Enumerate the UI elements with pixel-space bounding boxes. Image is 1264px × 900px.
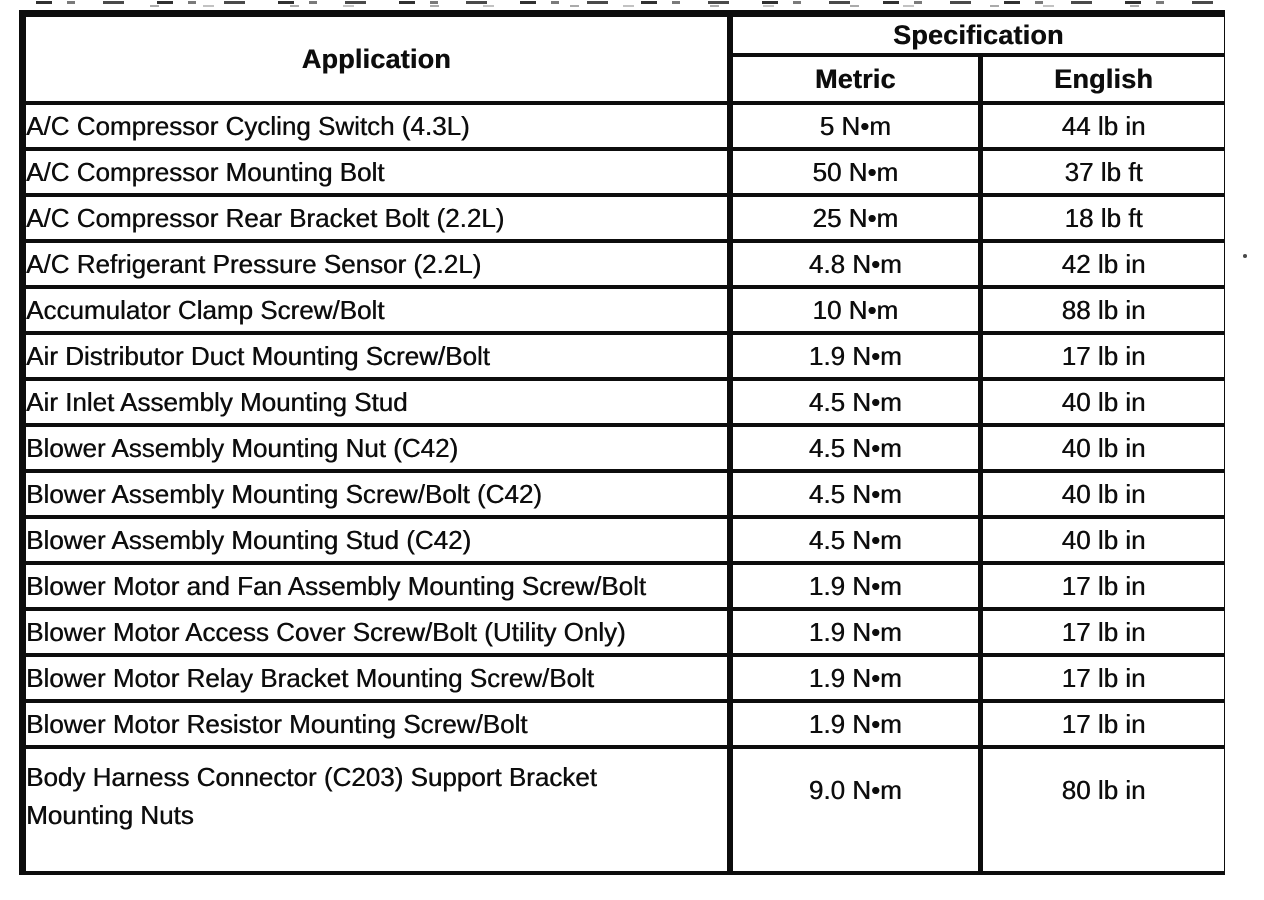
metric-value-cell: 5 N•m xyxy=(727,101,983,151)
application-cell: A/C Refrigerant Pressure Sensor (2.2L) xyxy=(19,239,733,289)
english-value-cell: 17 lb in xyxy=(978,607,1225,657)
torque-spec-table-frame: Application Specification Metric English… xyxy=(19,10,1225,885)
metric-value-cell: 4.5 N•m xyxy=(727,377,983,427)
scan-noise-artifact xyxy=(36,1,1216,4)
english-value-cell: 17 lb in xyxy=(978,331,1225,381)
application-cell: Blower Motor Access Cover Screw/Bolt (Ut… xyxy=(19,607,733,657)
specification-column-header: Specification xyxy=(727,10,1225,57)
english-value-cell: 37 lb ft xyxy=(978,147,1225,197)
metric-value-cell: 10 N•m xyxy=(727,285,983,335)
metric-value-cell: 1.9 N•m xyxy=(727,561,983,611)
english-value-cell: 42 lb in xyxy=(978,239,1225,289)
metric-value-cell: 9.0 N•m xyxy=(727,745,983,875)
application-cell-text: Body Harness Connector (C203) Support Br… xyxy=(26,762,597,830)
application-cell: Blower Assembly Mounting Nut (C42) xyxy=(19,423,733,473)
english-column-header: English xyxy=(978,53,1225,105)
english-value-cell: 40 lb in xyxy=(978,423,1225,473)
application-cell: Blower Motor and Fan Assembly Mounting S… xyxy=(19,561,733,611)
metric-value-cell: 1.9 N•m xyxy=(727,699,983,749)
english-value-cell: 17 lb in xyxy=(978,561,1225,611)
table-row: Blower Motor Relay Bracket Mounting Scre… xyxy=(19,653,1225,703)
metric-value-cell: 1.9 N•m xyxy=(727,331,983,381)
table-row: Body Harness Connector (C203) Support Br… xyxy=(19,745,1225,875)
metric-value-cell: 4.8 N•m xyxy=(727,239,983,289)
english-value-cell: 40 lb in xyxy=(978,515,1225,565)
table-row: A/C Compressor Rear Bracket Bolt (2.2L) … xyxy=(19,193,1225,243)
application-column-header: Application xyxy=(19,10,733,105)
application-cell: A/C Compressor Rear Bracket Bolt (2.2L) xyxy=(19,193,733,243)
table-header-row: Application Specification xyxy=(19,10,1225,105)
english-value-cell: 40 lb in xyxy=(978,377,1225,427)
english-value-cell: 18 lb ft xyxy=(978,193,1225,243)
english-value-cell: 80 lb in xyxy=(978,745,1225,875)
metric-value-cell: 25 N•m xyxy=(727,193,983,243)
english-value-cell: 88 lb in xyxy=(978,285,1225,335)
table-row: Air Distributor Duct Mounting Screw/Bolt… xyxy=(19,331,1225,381)
application-cell: A/C Compressor Mounting Bolt xyxy=(19,147,733,197)
application-cell: A/C Compressor Cycling Switch (4.3L) xyxy=(19,101,733,151)
application-cell: Blower Assembly Mounting Stud (C42) xyxy=(19,515,733,565)
metric-value-cell: 1.9 N•m xyxy=(727,653,983,703)
metric-value-cell: 4.5 N•m xyxy=(727,515,983,565)
english-value-cell: 17 lb in xyxy=(978,653,1225,703)
table-row: Blower Motor and Fan Assembly Mounting S… xyxy=(19,561,1225,611)
application-cell: Air Inlet Assembly Mounting Stud xyxy=(19,377,733,427)
table-row: Blower Motor Access Cover Screw/Bolt (Ut… xyxy=(19,607,1225,657)
metric-value-cell: 50 N•m xyxy=(727,147,983,197)
application-cell: Blower Motor Relay Bracket Mounting Scre… xyxy=(19,653,733,703)
english-value-cell: 17 lb in xyxy=(978,699,1225,749)
scan-noise-artifact xyxy=(150,5,1150,7)
table-row: A/C Refrigerant Pressure Sensor (2.2L) 4… xyxy=(19,239,1225,289)
application-cell: Blower Assembly Mounting Screw/Bolt (C42… xyxy=(19,469,733,519)
metric-value-cell: 4.5 N•m xyxy=(727,469,983,519)
application-cell: Body Harness Connector (C203) Support Br… xyxy=(19,745,733,875)
metric-value-cell: 4.5 N•m xyxy=(727,423,983,473)
metric-column-header: Metric xyxy=(727,53,983,105)
application-cell: Accumulator Clamp Screw/Bolt xyxy=(19,285,733,335)
table-subheader-row: Metric English xyxy=(23,53,1225,105)
table-row: Blower Assembly Mounting Nut (C42) 4.5 N… xyxy=(19,423,1225,473)
table-row: Air Inlet Assembly Mounting Stud 4.5 N•m… xyxy=(19,377,1225,427)
english-value-cell: 40 lb in xyxy=(978,469,1225,519)
application-cell: Air Distributor Duct Mounting Screw/Bolt xyxy=(19,331,733,381)
metric-value-cell: 1.9 N•m xyxy=(727,607,983,657)
application-cell: Blower Motor Resistor Mounting Screw/Bol… xyxy=(19,699,733,749)
table-row: Blower Assembly Mounting Stud (C42) 4.5 … xyxy=(19,515,1225,565)
table-row: A/C Compressor Mounting Bolt 50 N•m 37 l… xyxy=(19,147,1225,197)
scan-speck-artifact xyxy=(1243,254,1247,258)
table-row: A/C Compressor Cycling Switch (4.3L) 5 N… xyxy=(19,101,1225,151)
english-value-cell: 44 lb in xyxy=(978,101,1225,151)
table-row: Blower Assembly Mounting Screw/Bolt (C42… xyxy=(19,469,1225,519)
table-row: Blower Motor Resistor Mounting Screw/Bol… xyxy=(19,699,1225,749)
table-row: Accumulator Clamp Screw/Bolt 10 N•m 88 l… xyxy=(19,285,1225,335)
fastener-torque-spec-table: Application Specification Metric English… xyxy=(19,10,1225,875)
